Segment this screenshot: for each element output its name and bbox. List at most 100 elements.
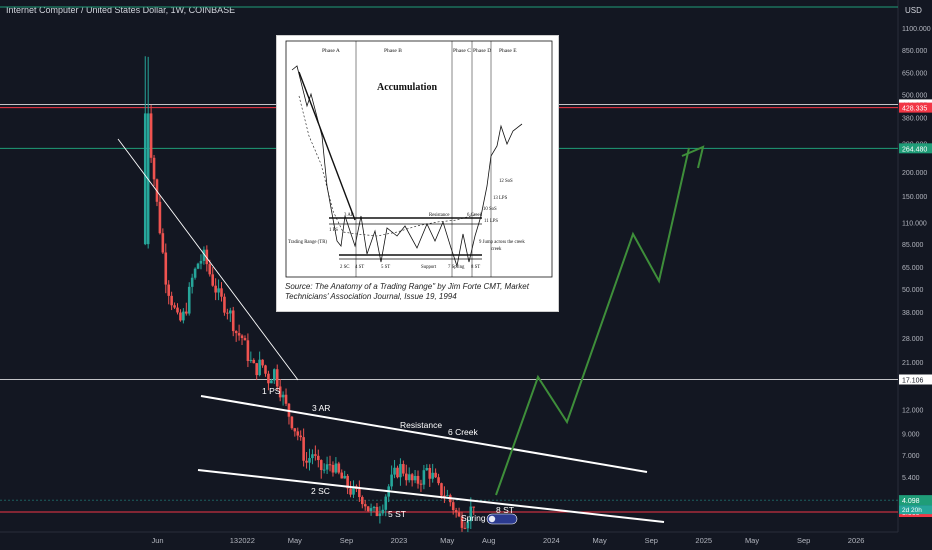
candle-body (173, 305, 176, 308)
schematic-label: 10 SoS (483, 207, 497, 212)
candle-body (190, 277, 194, 287)
candle-body (158, 201, 162, 234)
candle-body (451, 502, 455, 511)
candle-body (457, 512, 461, 517)
y-tick-label: 21.000 (902, 360, 924, 367)
candle-body (375, 506, 379, 517)
candle-body (252, 359, 256, 364)
annotation-label: 3 AR (312, 403, 330, 413)
y-tick-label: 500.000 (902, 93, 927, 100)
x-tick-label: Sep (645, 536, 658, 545)
candle-body (217, 288, 220, 293)
candle-body (275, 369, 279, 387)
x-tick-label: 2026 (848, 536, 865, 545)
candle-body (346, 475, 349, 489)
candle-body (352, 486, 355, 495)
price-tag-label: 428.335 (902, 106, 927, 113)
y-tick-label: 200.000 (902, 170, 927, 177)
candle-body (425, 468, 429, 471)
candle-body (454, 510, 458, 513)
candle-body (193, 268, 197, 278)
candle-body (255, 363, 258, 376)
y-tick-label: 7.000 (902, 453, 920, 460)
x-tick-label: May (288, 536, 302, 545)
schematic-label: 13 LPS (493, 196, 508, 201)
candle-body (422, 470, 426, 485)
candle-body (229, 310, 232, 314)
candle-body (349, 488, 352, 495)
candle-body (419, 483, 423, 485)
projection-arrow-head (681, 145, 705, 169)
accumulation-schematic: Phase A Phase B Phase C Phase D Phase E Accum… (276, 35, 559, 312)
price-tag-label: 4.098 (902, 498, 920, 505)
candle-body (281, 394, 285, 398)
y-tick-label: 1100.000 (902, 26, 931, 33)
candle-body (243, 338, 247, 341)
schematic-label: 7 Spring (448, 265, 465, 270)
x-tick-label: 2025 (695, 536, 712, 545)
x-tick-label: Sep (797, 536, 810, 545)
candle-body (308, 458, 311, 463)
x-tick-label: May (440, 536, 454, 545)
y-tick-label: 65.000 (902, 265, 924, 272)
phase-label: Phase D (473, 48, 491, 54)
annotation-label: 1 PS (262, 386, 281, 396)
candle-body (363, 504, 367, 507)
candle-body (369, 508, 373, 512)
event-flag-icon (488, 515, 496, 523)
candle-body (358, 489, 361, 498)
x-tick-label: Sep (340, 536, 353, 545)
candle-body (407, 474, 411, 481)
schematic-label-cont: creek (491, 247, 502, 252)
downtrend-line (117, 138, 299, 381)
candle-body (393, 467, 396, 475)
price-path (291, 65, 523, 268)
x-tick-label: 13 (230, 536, 238, 545)
candle-body (434, 472, 437, 478)
candle-body (469, 506, 473, 522)
schematic-label: Trading Range (TR) (288, 240, 327, 245)
schematic-source: Source: The Anatomy of a Trading Range" … (285, 282, 529, 301)
candle-body (202, 249, 206, 261)
schematic-diagram: Phase A Phase B Phase C Phase D Phase E Accum… (285, 40, 553, 278)
annotation-label: 8 ST (496, 505, 514, 515)
candle-body (463, 527, 467, 529)
candle-body (343, 475, 346, 479)
candle-body (325, 464, 329, 470)
phase-label: Phase B (384, 48, 402, 54)
x-tick-label: 2022 (238, 536, 255, 545)
candle-body (431, 472, 434, 479)
candle-body (199, 260, 203, 264)
candle-body (305, 460, 308, 463)
currency-label[interactable]: USD (905, 6, 922, 15)
candle-body (328, 464, 332, 466)
y-tick-label: 9.000 (902, 432, 920, 439)
candle-body (272, 369, 276, 381)
phase-label: Phase C (453, 48, 471, 54)
x-tick-label: 2023 (391, 536, 408, 545)
candle-body (220, 288, 223, 297)
schematic-label: 9 Jump across the creek (479, 240, 525, 245)
candle-body (290, 416, 294, 429)
schematic-label: 12 SoS (499, 179, 513, 184)
y-tick-label: 85.000 (902, 242, 924, 249)
candle-body (208, 264, 212, 275)
candle-body (270, 380, 273, 384)
candle-body (237, 333, 241, 336)
candle-body (443, 495, 446, 497)
candle-body (223, 296, 226, 313)
candle-body (187, 286, 191, 314)
annotation-label: 5 ST (388, 509, 406, 519)
schematic-label: 5 ST (381, 265, 390, 270)
annotation-label: 2 SC (311, 486, 330, 496)
candle-body (231, 310, 235, 332)
candle-body (296, 431, 300, 436)
projection-path (495, 147, 690, 496)
countdown-bg (899, 505, 932, 515)
candle-body (176, 307, 179, 313)
candle-body (381, 509, 385, 514)
price-tag-bg (899, 102, 932, 113)
candle-body (161, 233, 165, 253)
candle-body (402, 464, 405, 474)
price-tag-bg (899, 374, 932, 385)
